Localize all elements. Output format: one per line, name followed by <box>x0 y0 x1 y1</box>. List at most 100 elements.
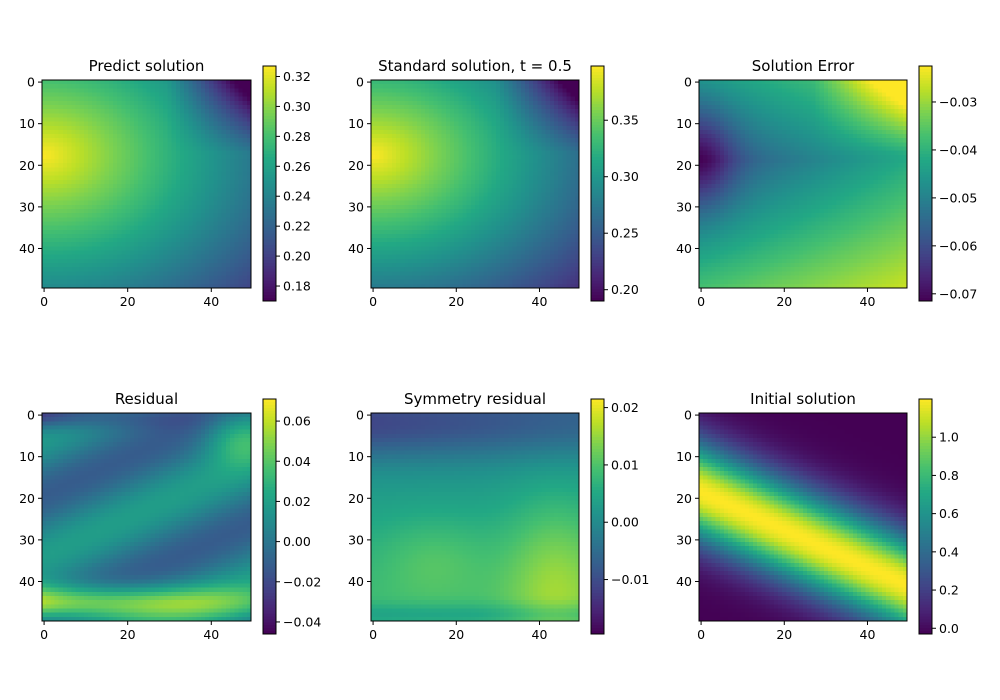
heatmap-cell <box>416 250 422 256</box>
heatmap-cell <box>400 92 405 97</box>
heatmap-cell <box>87 225 93 231</box>
heatmap-cell <box>138 250 143 256</box>
heatmap-cell <box>541 84 547 89</box>
heatmap-cell <box>516 100 522 106</box>
heatmap-cell <box>238 204 243 210</box>
heatmap-cell <box>234 88 239 93</box>
heatmap-cell <box>79 204 85 210</box>
heatmap-cell <box>175 92 181 97</box>
heatmap-cell <box>58 200 64 206</box>
heatmap-cell <box>533 238 538 243</box>
heatmap-cell <box>425 138 430 143</box>
heatmap-cell <box>117 179 122 185</box>
heatmap-cell <box>441 200 447 206</box>
heatmap-cell <box>441 225 447 231</box>
heatmap-cell <box>395 129 401 135</box>
heatmap-cell <box>466 150 472 156</box>
heatmap-cell <box>196 238 202 243</box>
heatmap-cell <box>83 134 89 139</box>
heatmap-cell <box>487 250 492 256</box>
heatmap-cell <box>466 92 472 97</box>
heatmap-cell <box>562 200 567 206</box>
heatmap-cell <box>96 258 101 264</box>
heatmap-cell <box>100 225 106 231</box>
heatmap-cell <box>175 242 181 247</box>
heatmap-cell <box>159 213 164 218</box>
heatmap-cell <box>437 175 443 181</box>
heatmap-cell <box>458 113 463 118</box>
heatmap-cell <box>205 113 210 118</box>
heatmap-cell <box>537 196 542 201</box>
heatmap-cell <box>441 238 447 243</box>
heatmap-cell <box>379 192 384 197</box>
heatmap-cell <box>171 246 177 251</box>
heatmap-cell <box>383 121 388 127</box>
heatmap-cell <box>221 250 227 256</box>
heatmap-cell <box>184 229 189 235</box>
heatmap-cell <box>213 267 218 272</box>
heatmap-cell <box>150 250 156 256</box>
heatmap-cell <box>225 279 231 285</box>
heatmap-cell <box>516 233 522 239</box>
heatmap-cell <box>71 104 76 110</box>
heatmap-cell <box>379 117 384 122</box>
heatmap-cell <box>159 125 164 131</box>
heatmap-cell <box>146 125 152 131</box>
heatmap-cell <box>96 221 101 226</box>
heatmap-cell <box>408 221 413 226</box>
heatmap-cell <box>42 100 47 106</box>
heatmap-cell <box>246 213 252 218</box>
heatmap-cell <box>566 204 572 210</box>
heatmap-cell <box>50 213 55 218</box>
heatmap-cell <box>171 125 177 131</box>
heatmap-cell <box>217 213 223 218</box>
heatmap-cell <box>441 92 447 97</box>
heatmap-cell <box>175 196 181 201</box>
heatmap-cell <box>159 175 164 181</box>
heatmap-cell <box>205 163 210 168</box>
heatmap-cell <box>230 100 235 106</box>
heatmap-cell <box>100 192 106 197</box>
heatmap-cell <box>50 238 55 243</box>
heatmap-cell <box>192 138 198 143</box>
heatmap-cell <box>470 129 476 135</box>
heatmap-cell <box>83 92 89 97</box>
heatmap-cell <box>383 167 388 172</box>
heatmap-cell <box>217 117 223 122</box>
heatmap-cell <box>408 104 413 110</box>
heatmap-cell <box>179 175 185 181</box>
heatmap-cell <box>470 188 476 193</box>
heatmap-cell <box>175 208 181 214</box>
heatmap-cell <box>520 109 526 114</box>
heatmap-cell <box>87 150 93 156</box>
heatmap-cell <box>71 159 76 164</box>
heatmap-cell <box>529 175 534 181</box>
heatmap-cell <box>537 92 542 97</box>
heatmap-cell <box>104 188 110 193</box>
heatmap-cell <box>450 258 455 264</box>
heatmap-cell <box>541 171 547 177</box>
heatmap-cell <box>209 204 214 210</box>
heatmap-cell <box>383 254 388 260</box>
heatmap-cell <box>104 104 110 110</box>
heatmap-cell <box>163 100 168 106</box>
heatmap-cell <box>117 213 122 218</box>
heatmap-cell <box>113 179 118 185</box>
heatmap-cell <box>200 88 206 93</box>
heatmap-cell <box>133 238 139 243</box>
heatmap-cell <box>205 196 210 201</box>
heatmap-cell <box>163 167 168 172</box>
heatmap-cell <box>429 88 434 93</box>
heatmap-cell <box>121 263 126 268</box>
heatmap-cell <box>491 179 497 185</box>
heatmap-cell <box>412 134 418 139</box>
heatmap-cell <box>46 279 51 285</box>
heatmap-cell <box>466 258 472 264</box>
heatmap-cell <box>516 221 522 226</box>
heatmap-cell <box>549 196 555 201</box>
heatmap-cell <box>67 179 72 185</box>
colorbar-step <box>263 68 276 73</box>
heatmap-cell <box>113 100 118 106</box>
heatmap-cell <box>125 146 131 152</box>
heatmap-cell <box>142 92 147 97</box>
